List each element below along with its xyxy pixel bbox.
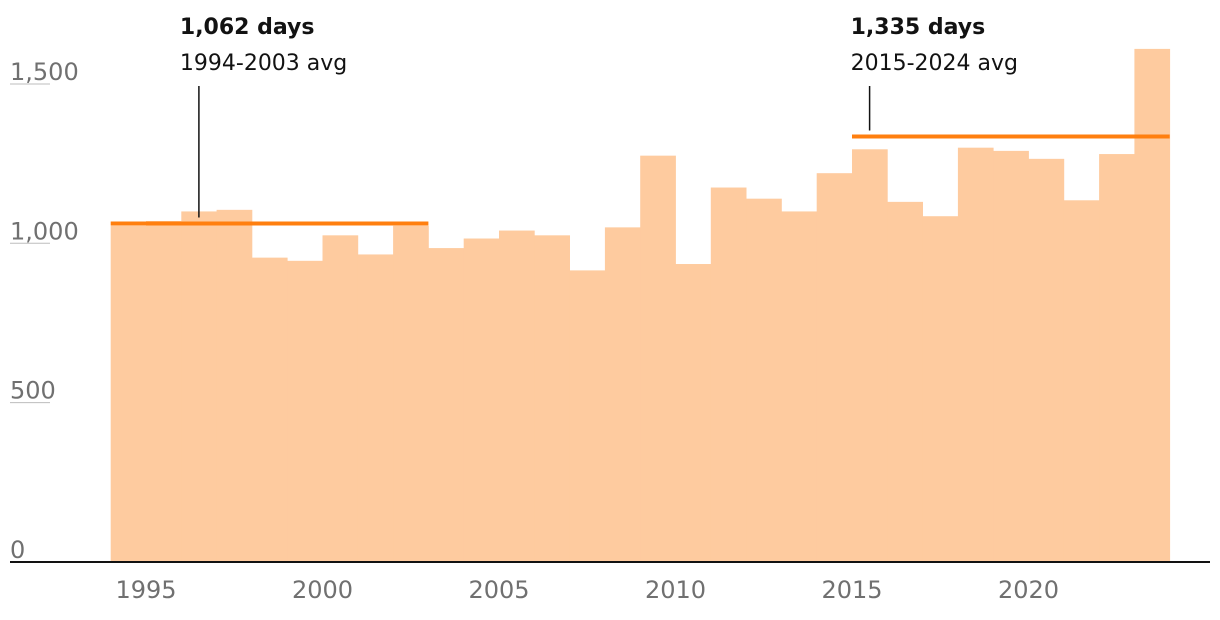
bar-2009 [640, 155, 676, 562]
bar-2008 [604, 227, 641, 562]
bar-2001 [357, 254, 394, 562]
bars-group [110, 48, 1171, 563]
x-tick-label: 2005 [468, 576, 529, 604]
bar-2021 [1063, 200, 1100, 562]
y-tick-label: 1,000 [10, 217, 79, 245]
bar-2022 [1099, 154, 1135, 562]
bar-2005 [499, 230, 535, 563]
bar-2000 [322, 235, 359, 562]
bar-2002 [393, 225, 429, 562]
bar-2018 [957, 147, 994, 562]
bar-2013 [781, 211, 818, 562]
bar-1994 [110, 225, 147, 562]
annotation-period-2: 2015-2024 avg [851, 51, 1018, 76]
bar-1998 [251, 257, 288, 562]
y-tick-label: 500 [10, 377, 56, 405]
x-tick-label: 2010 [645, 576, 706, 604]
bar-2003 [428, 248, 465, 562]
bar-1995 [146, 220, 182, 563]
annotation-value-1: 1,062 days [180, 15, 315, 40]
bar-1999 [287, 260, 323, 562]
x-tick-label: 2015 [821, 576, 882, 604]
bar-2020 [1028, 158, 1065, 562]
annotations-group: 1,062 days 1994-2003 avg 1,335 days 2015-20… [180, 15, 1018, 218]
bar-1996 [181, 211, 217, 562]
x-tick-label: 1995 [115, 576, 176, 604]
y-tick-label: 0 [10, 536, 25, 564]
bar-2007 [569, 270, 606, 562]
bar-2016 [887, 201, 923, 562]
bar-2010 [675, 264, 712, 562]
bar-2004 [463, 238, 500, 562]
bar-2012 [746, 198, 782, 562]
bar-2019 [993, 150, 1029, 562]
bar-2014 [816, 173, 853, 562]
average-lines-group [110, 134, 1170, 226]
bar-2011 [710, 187, 747, 562]
bar-2006 [534, 235, 570, 562]
bar-2015 [852, 149, 888, 562]
x-tick-label: 2020 [998, 576, 1059, 604]
annotation-value-2: 1,335 days [851, 15, 986, 40]
x-axis: 1995 2000 2005 2010 2015 2020 [115, 576, 1059, 604]
bar-2023 [1134, 48, 1171, 562]
y-axis: 0 500 1,000 1,500 [10, 58, 79, 564]
y-tick-label: 1,500 [10, 58, 79, 86]
bar-1997 [216, 209, 253, 562]
bar-2017 [922, 216, 959, 562]
x-tick-label: 2000 [292, 576, 353, 604]
annotation-period-1: 1994-2003 avg [180, 51, 347, 76]
